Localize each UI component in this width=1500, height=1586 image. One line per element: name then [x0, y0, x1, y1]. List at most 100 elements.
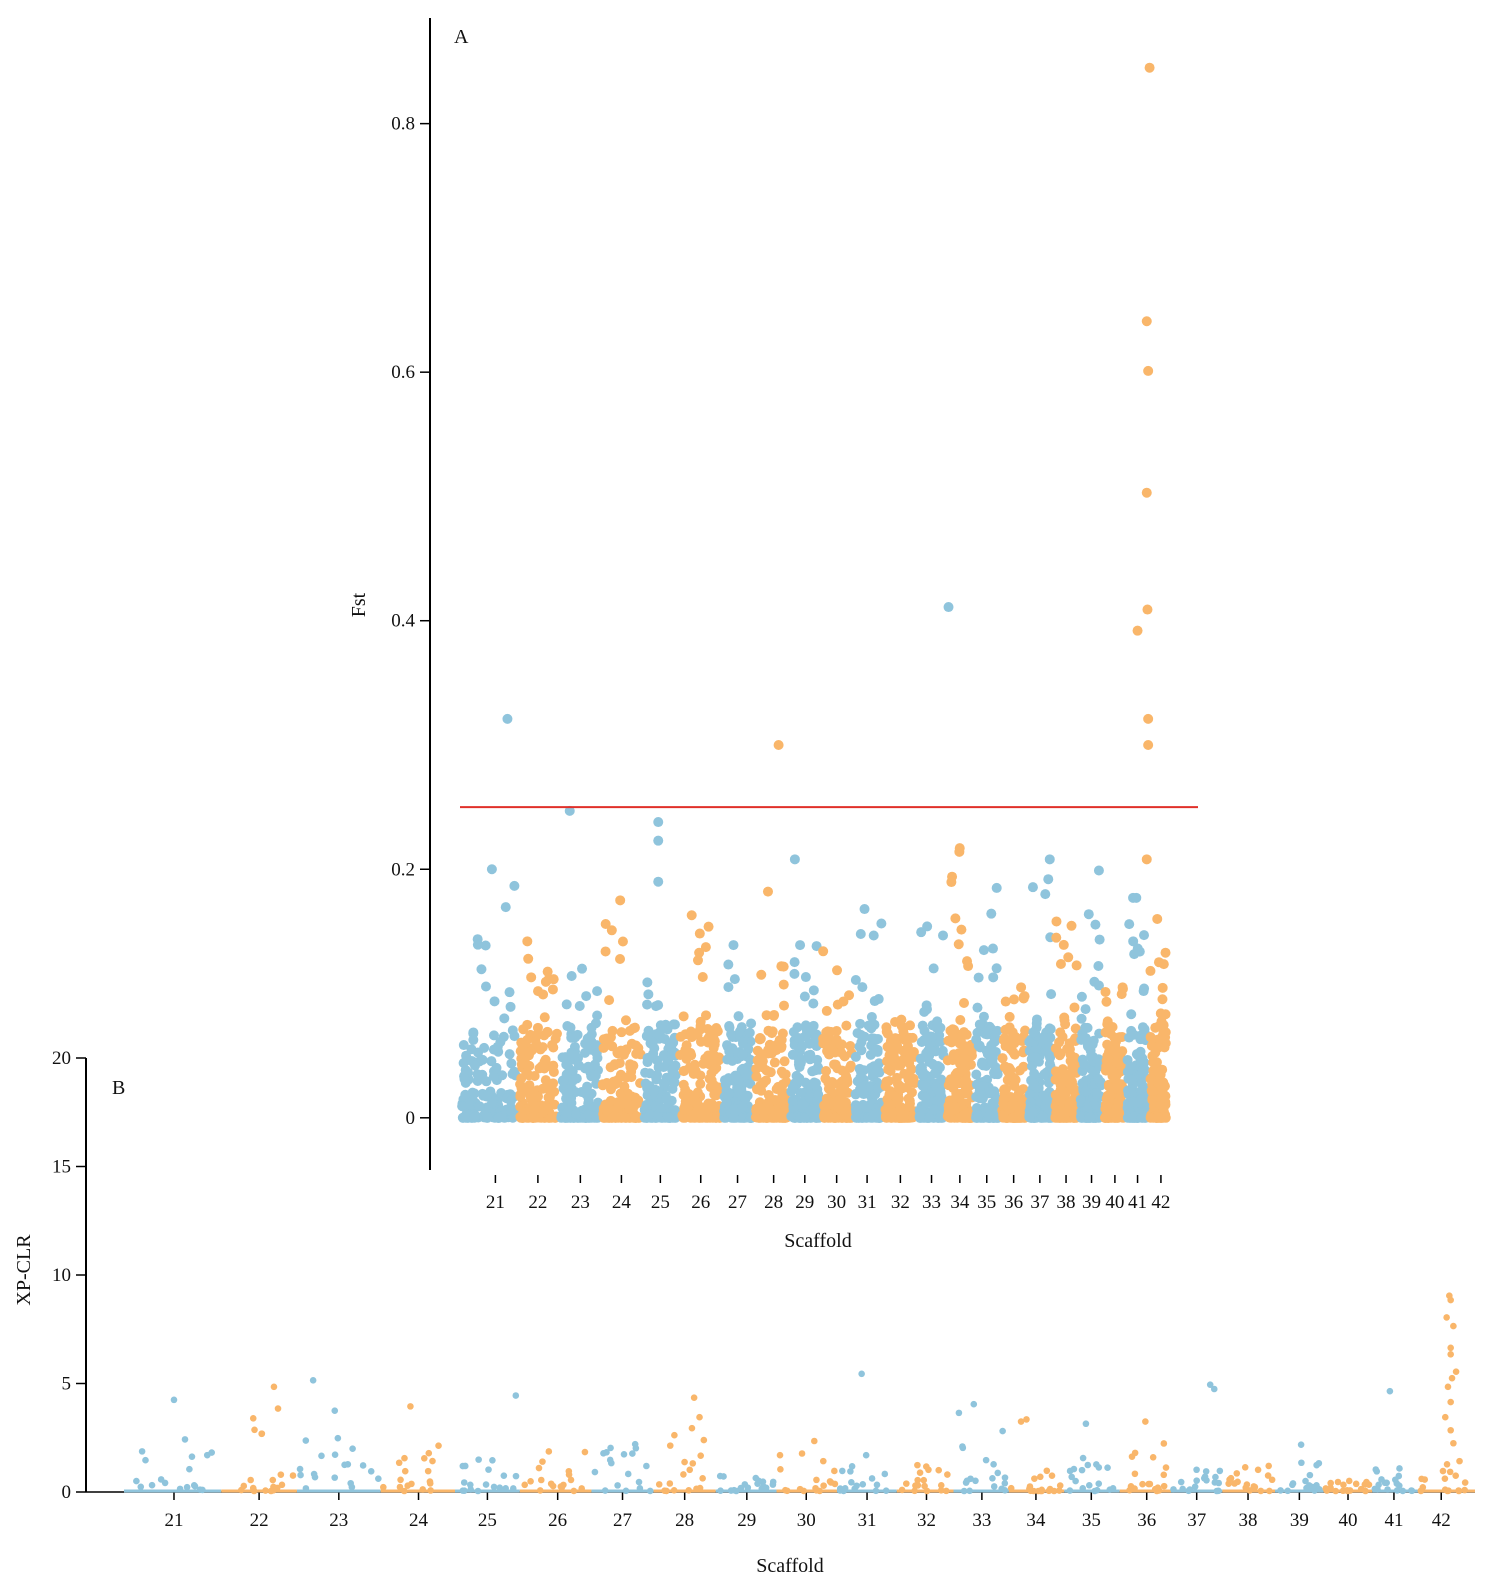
xpclr-point — [994, 1469, 1002, 1477]
fst-point — [746, 1018, 757, 1029]
fst-point — [600, 1099, 611, 1110]
xpclr-point — [629, 1450, 636, 1457]
b-x-tick-label: 24 — [409, 1510, 429, 1531]
xpclr-point — [1066, 1487, 1074, 1494]
xpclr-point — [258, 1430, 266, 1437]
xpclr-outlier-point — [270, 1383, 278, 1391]
fst-point — [777, 1088, 788, 1099]
fst-point — [539, 1012, 550, 1023]
fst-point — [711, 1023, 722, 1034]
fst-point — [892, 1060, 903, 1071]
fst-point — [932, 1016, 943, 1027]
fst-point — [569, 1050, 580, 1061]
fst-point — [561, 1069, 572, 1080]
fst-point — [985, 1046, 996, 1057]
xpclr-outlier-point — [1082, 1420, 1090, 1428]
fst-point — [808, 998, 819, 1009]
xpclr-point — [1340, 1481, 1347, 1489]
xpclr-point — [539, 1458, 546, 1465]
xpclr-point — [482, 1481, 490, 1488]
fst-point — [871, 1044, 882, 1055]
fst-point — [852, 1105, 863, 1116]
fst-point — [906, 1064, 917, 1075]
fst-point — [905, 1020, 916, 1031]
fst-point — [845, 1060, 856, 1071]
fst-point — [1131, 892, 1142, 903]
fst-point — [566, 970, 577, 981]
fst-point — [592, 1010, 603, 1021]
fst-point — [978, 1011, 989, 1022]
fst-point — [956, 924, 967, 935]
xpclr-outlier-point — [955, 1409, 963, 1417]
fst-point — [1152, 1042, 1163, 1053]
xpclr-point — [148, 1481, 156, 1489]
xpclr-point — [1421, 1476, 1429, 1483]
fst-point — [1154, 1069, 1165, 1080]
xpclr-point — [1455, 1487, 1463, 1495]
fst-point — [795, 940, 806, 951]
xpclr-point — [820, 1482, 827, 1489]
xpclr-point — [1007, 1484, 1015, 1492]
fst-point — [813, 1089, 824, 1100]
xpclr-point — [1264, 1472, 1272, 1479]
fst-point — [1059, 1012, 1070, 1023]
xpclr-point — [1383, 1479, 1391, 1487]
fst-point — [938, 930, 949, 941]
fst-point — [799, 991, 810, 1002]
fst-point — [728, 1112, 739, 1123]
fst-point — [468, 1034, 479, 1045]
xpclr-point — [536, 1487, 544, 1494]
xpclr-point — [1393, 1480, 1401, 1487]
xpclr-point — [591, 1468, 599, 1476]
xpclr-point — [1104, 1464, 1111, 1472]
fst-point — [643, 1025, 654, 1036]
fst-outlier-point — [1141, 487, 1152, 498]
fst-outlier-point — [653, 835, 664, 846]
fst-point — [1145, 965, 1156, 976]
xpclr-point — [1179, 1485, 1186, 1493]
xpclr-point — [1055, 1487, 1063, 1494]
fst-point — [1061, 1107, 1072, 1118]
fst-point — [821, 1108, 832, 1119]
b-x-tick-label: 27 — [613, 1510, 632, 1531]
a-x-tick-label: 30 — [827, 1192, 846, 1213]
fst-point — [778, 1068, 789, 1079]
panel-a-x-axis-title: Scaffold — [784, 1230, 851, 1252]
xpclr-point — [310, 1470, 318, 1478]
fst-point — [1093, 865, 1104, 876]
xpclr-point — [397, 1476, 404, 1484]
xpclr-point — [1297, 1441, 1305, 1448]
xpclr-point — [186, 1465, 193, 1473]
fst-point — [972, 1112, 983, 1123]
fst-point — [1160, 1112, 1171, 1123]
xpclr-point — [916, 1469, 924, 1477]
xpclr-outlier-point — [331, 1407, 339, 1415]
fst-point — [779, 1056, 790, 1067]
fst-point — [795, 1087, 806, 1098]
fst-point — [689, 1090, 700, 1101]
fst-point — [657, 1024, 668, 1035]
xpclr-point — [461, 1487, 468, 1494]
xpclr-point — [296, 1465, 304, 1473]
xpclr-outlier-point — [1441, 1413, 1449, 1421]
xpclr-point — [262, 1487, 269, 1494]
fst-point — [590, 1018, 601, 1029]
fst-point — [1083, 909, 1094, 920]
fst-point — [998, 1111, 1009, 1122]
xpclr-point — [912, 1482, 919, 1489]
fst-point — [859, 1031, 870, 1042]
fst-point — [701, 1111, 712, 1122]
fst-point — [675, 1031, 686, 1042]
fst-point — [1026, 1061, 1037, 1072]
xpclr-point — [176, 1485, 184, 1493]
fst-point — [971, 1069, 982, 1080]
fst-point — [680, 1084, 691, 1095]
xpclr-point — [914, 1461, 921, 1469]
fst-point — [532, 1030, 543, 1041]
xpclr-point — [489, 1456, 496, 1464]
xpclr-point — [923, 1487, 931, 1495]
fst-point — [1077, 1078, 1088, 1089]
fst-point — [614, 1058, 625, 1069]
xpclr-point — [1160, 1440, 1168, 1447]
xpclr-point — [1302, 1477, 1309, 1485]
